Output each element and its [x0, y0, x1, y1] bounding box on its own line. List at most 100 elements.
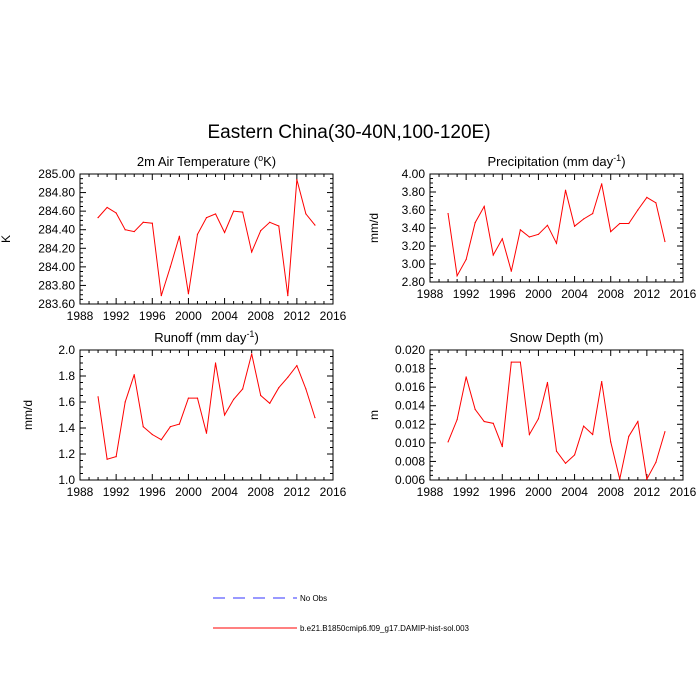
panel-title-sup: -1 [613, 153, 621, 163]
data-point [646, 196, 648, 198]
x-tick-label: 2004 [561, 287, 588, 301]
data-point [573, 454, 576, 456]
data-point [305, 213, 307, 215]
data-point [483, 205, 485, 207]
x-tick-label: 2004 [211, 485, 238, 499]
data-point [474, 408, 476, 411]
panel-title: Precipitation (mm day-1) [487, 153, 625, 169]
panel-title-text: Precipitation (mm day [487, 154, 613, 169]
data-point [160, 439, 162, 441]
panel-1: 2m Air Temperature (oK) K 1988 1992 1996 2000… [0, 153, 347, 323]
data-point [456, 419, 458, 421]
y-tick-label: 1.4 [58, 421, 75, 435]
data-point [106, 206, 108, 209]
figure-title: Eastern China(30-40N,100-120E) [207, 122, 490, 143]
data-point [278, 387, 280, 389]
series-line [97, 179, 316, 296]
data-point [124, 401, 126, 403]
data-point [97, 217, 99, 219]
data-point [269, 221, 271, 223]
x-tick-label: 1988 [67, 485, 94, 499]
data-point [510, 361, 512, 363]
y-tick-label: 283.80 [38, 278, 75, 292]
y-axis-label: mm/d [21, 400, 35, 430]
data-point [610, 231, 612, 233]
data-point [646, 478, 648, 480]
data-point [196, 397, 199, 399]
data-point [178, 235, 180, 237]
panel-3: Runoff (mm day-1) mm/d 1988 1992 1996 2000 200… [21, 329, 347, 499]
data-point [205, 432, 208, 434]
y-tick-label: 1.6 [58, 395, 75, 409]
data-point [619, 478, 621, 480]
data-point [223, 231, 226, 234]
y-tick-label: 3.60 [402, 203, 426, 217]
x-tick-label: 1992 [103, 309, 130, 323]
y-tick-label: 283.60 [38, 297, 75, 311]
data-point [583, 425, 585, 427]
data-point [178, 423, 180, 425]
data-point [169, 426, 171, 428]
data-point [151, 222, 153, 224]
data-point [492, 422, 494, 424]
data-point [655, 202, 657, 204]
data-point [115, 456, 117, 458]
data-point [546, 224, 549, 226]
data-point [242, 388, 244, 390]
x-tick-label: 1996 [489, 485, 516, 499]
y-tick-label: 0.012 [395, 417, 425, 431]
data-point [555, 450, 558, 452]
x-tick-label: 1988 [417, 485, 444, 499]
data-point [519, 229, 521, 231]
data-point [133, 230, 135, 233]
data-point [474, 222, 476, 224]
data-point [296, 365, 298, 367]
data-point [546, 381, 549, 384]
x-tick-label: 2008 [247, 309, 274, 323]
data-point [601, 380, 603, 383]
y-axis-label: K [0, 235, 13, 243]
data-point [447, 213, 449, 215]
data-point [501, 445, 503, 448]
x-tick-label: 2004 [561, 485, 588, 499]
data-point [142, 221, 144, 223]
x-tick-label: 1996 [489, 287, 516, 301]
data-point [465, 376, 467, 378]
data-point [537, 233, 540, 235]
data-point [251, 353, 253, 355]
y-tick-label: 1.2 [58, 447, 75, 461]
data-point [196, 233, 199, 235]
panel-title-end: ) [621, 154, 625, 169]
x-tick-label: 1996 [139, 309, 166, 323]
data-point [537, 418, 540, 420]
data-point [501, 238, 503, 240]
y-tick-label: 2.80 [402, 275, 426, 289]
x-tick-label: 2016 [320, 485, 347, 499]
data-point [564, 462, 567, 464]
data-point [233, 210, 235, 212]
data-point [187, 397, 190, 399]
legend-label-model: b.e21.B1850cmip6.f09_g17.DAMIP-hist-sol.… [300, 624, 470, 633]
x-tick-label: 1996 [139, 485, 166, 499]
x-tick-label: 2008 [597, 287, 624, 301]
panel-title-text: Runoff (mm day [154, 330, 247, 345]
y-tick-label: 0.016 [395, 380, 425, 394]
data-point [528, 236, 530, 238]
y-tick-label: 0.008 [395, 454, 425, 468]
data-point [628, 435, 630, 437]
plot-frame [429, 173, 684, 283]
y-tick-label: 284.00 [38, 260, 75, 274]
data-point [278, 225, 280, 227]
x-tick-label: 1992 [453, 485, 480, 499]
data-point [269, 402, 271, 404]
data-point [124, 229, 126, 231]
data-point [628, 222, 630, 225]
y-tick-label: 3.40 [402, 221, 426, 235]
plot-frame [79, 349, 334, 481]
x-tick-label: 1988 [67, 309, 94, 323]
data-point [205, 217, 208, 219]
x-tick-label: 2000 [525, 287, 552, 301]
y-tick-label: 4.00 [402, 167, 426, 181]
y-tick-label: 3.20 [402, 239, 426, 253]
data-point [456, 275, 458, 277]
